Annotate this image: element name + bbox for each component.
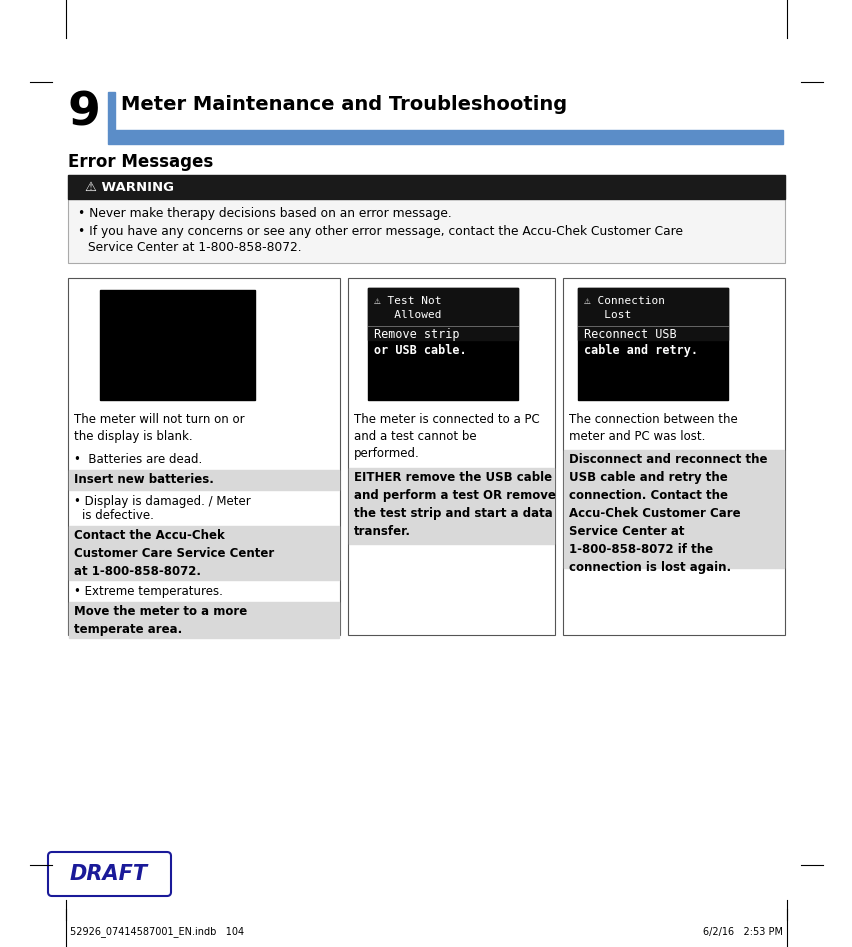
Bar [348, 278, 555, 635]
Text: ⚠ Test Not: ⚠ Test Not [373, 296, 441, 306]
Bar [69, 470, 338, 490]
Bar [563, 450, 783, 568]
Bar [348, 468, 553, 544]
Text: • If you have any concerns or see any other error message, contact the Accu-Chek: • If you have any concerns or see any ot… [78, 224, 682, 238]
Text: Lost: Lost [584, 310, 630, 320]
Text: •  Batteries are dead.: • Batteries are dead. [74, 453, 202, 466]
Text: ⚠ Connection: ⚠ Connection [584, 296, 665, 306]
Text: Disconnect and reconnect the
USB cable and retry the
connection. Contact the
Acc: Disconnect and reconnect the USB cable a… [568, 453, 767, 574]
Bar [68, 175, 784, 199]
Text: The meter is connected to a PC
and a test cannot be
performed.: The meter is connected to a PC and a tes… [354, 413, 539, 460]
Text: Remove strip: Remove strip [373, 328, 459, 341]
Text: Service Center at 1-800-858-8072.: Service Center at 1-800-858-8072. [88, 241, 302, 254]
Text: DRAFT: DRAFT [70, 864, 148, 884]
Text: Move the meter to a more
temperate area.: Move the meter to a more temperate area. [74, 605, 247, 636]
Text: • Display is damaged. / Meter: • Display is damaged. / Meter [74, 495, 250, 508]
Bar [562, 278, 784, 635]
Bar [367, 288, 517, 340]
Text: EITHER remove the USB cable
and perform a test OR remove
the test strip and star: EITHER remove the USB cable and perform … [354, 471, 556, 538]
Text: 52926_07414587001_EN.indb   104: 52926_07414587001_EN.indb 104 [70, 926, 244, 938]
Text: Error Messages: Error Messages [68, 153, 213, 171]
Text: • Extreme temperatures.: • Extreme temperatures. [74, 585, 222, 598]
Text: Meter Maintenance and Troubleshooting: Meter Maintenance and Troubleshooting [121, 95, 567, 114]
Bar [367, 288, 517, 400]
Text: or USB cable.: or USB cable. [373, 344, 466, 357]
Bar [578, 288, 727, 400]
Bar [108, 92, 115, 130]
Text: ⚠ WARNING: ⚠ WARNING [85, 181, 174, 193]
Text: Insert new batteries.: Insert new batteries. [74, 473, 214, 486]
Text: 9: 9 [68, 91, 101, 135]
Text: cable and retry.: cable and retry. [584, 344, 697, 357]
Bar [108, 130, 782, 144]
Text: The meter will not turn on or
the display is blank.: The meter will not turn on or the displa… [74, 413, 245, 443]
FancyBboxPatch shape [48, 852, 170, 896]
Text: Reconnect USB: Reconnect USB [584, 328, 676, 341]
Text: The connection between the
meter and PC was lost.: The connection between the meter and PC … [568, 413, 737, 443]
Text: Allowed: Allowed [373, 310, 441, 320]
Text: is defective.: is defective. [82, 509, 153, 522]
Text: Contact the Accu-Chek
Customer Care Service Center
at 1-800-858-8072.: Contact the Accu-Chek Customer Care Serv… [74, 529, 274, 578]
Bar [69, 602, 338, 638]
Bar [69, 526, 338, 580]
Bar [578, 288, 727, 340]
Bar [68, 175, 784, 263]
Bar [68, 278, 340, 635]
Bar [100, 290, 255, 400]
Text: • Never make therapy decisions based on an error message.: • Never make therapy decisions based on … [78, 206, 452, 220]
Text: 6/2/16   2:53 PM: 6/2/16 2:53 PM [702, 927, 782, 937]
